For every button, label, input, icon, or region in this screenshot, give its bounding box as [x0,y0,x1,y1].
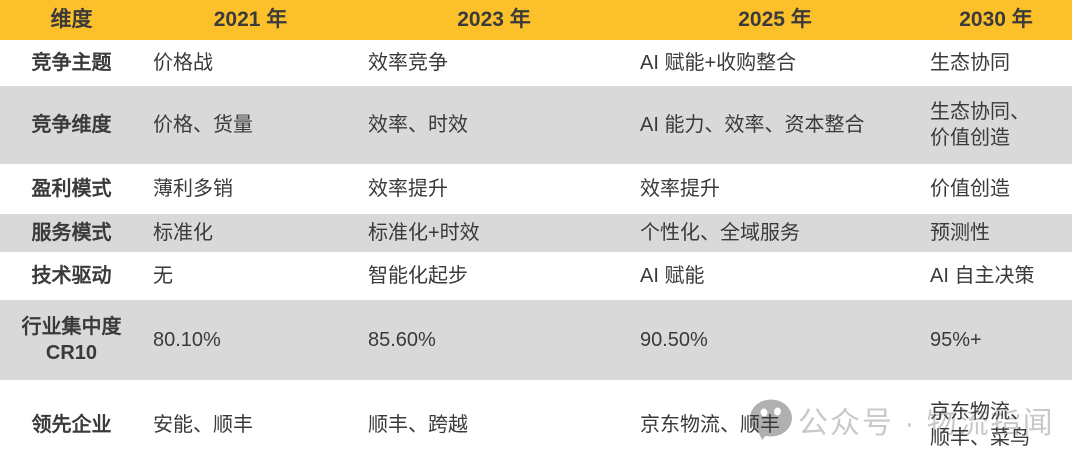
table-cell: 价值创造 [920,166,1072,212]
header-label: 2021 年 [213,8,288,32]
table-cell: 生态协同 [920,42,1072,84]
table-cell: 安能、顺丰 [143,382,358,468]
row-label: 领先企业 [0,382,143,468]
table-cell: 预测性 [920,214,1072,252]
row-label: 技术驱动 [0,254,143,298]
table-cell: 标准化+时效 [358,214,630,252]
table-cell: 80.10% [143,300,358,380]
row-label: 盈利模式 [0,166,143,212]
table-cell: 效率竞争 [358,42,630,84]
table-cell: AI 赋能 [630,254,920,298]
table-cell: 京东物流、顺丰 [630,382,920,468]
table-cell: 生态协同、 价值创造 [920,86,1072,164]
table-cell: 薄利多销 [143,166,358,212]
table-cell: 无 [143,254,358,298]
table-cell: 个性化、全域服务 [630,214,920,252]
header-cell-2030: 2030 年 [920,0,1072,40]
table-row: 行业集中度 CR10 80.10% 85.60% 90.50% 95%+ [0,300,1072,380]
header-label: 维度 [50,8,93,32]
row-label: 行业集中度 CR10 [0,300,143,380]
header-cell-2025: 2025 年 [630,0,920,40]
table-header-row: 维度 2021 年 2023 年 2025 年 2030 年 [0,0,1072,40]
table-cell: AI 自主决策 [920,254,1072,298]
table-cell: 效率提升 [358,166,630,212]
header-cell-2023: 2023 年 [358,0,630,40]
header-label: 2025 年 [738,8,812,32]
row-label: 竞争主题 [0,42,143,84]
table-cell: 效率、时效 [358,86,630,164]
table-cell: 顺丰、跨越 [358,382,630,468]
row-label: 竞争维度 [0,86,143,164]
table-cell: 京东物流、 顺丰、菜鸟 [920,382,1072,468]
header-label: 2030 年 [959,8,1033,32]
table-row: 领先企业 安能、顺丰 顺丰、跨越 京东物流、顺丰 京东物流、 顺丰、菜鸟 [0,382,1072,468]
table-cell: 价格、货量 [143,86,358,164]
table-row: 服务模式 标准化 标准化+时效 个性化、全域服务 预测性 [0,214,1072,252]
watermark-text: 公众号 · 物流指闻 [798,407,1055,440]
header-label: 2023 年 [457,8,531,32]
table-cell: 90.50% [630,300,920,380]
table-row: 竞争主题 价格战 效率竞争 AI 赋能+收购整合 生态协同 [0,42,1072,84]
table-cell: 95%+ [920,300,1072,380]
wechat-icon [750,399,792,440]
table-cell: 标准化 [143,214,358,252]
header-cell-2021: 2021 年 [143,0,358,40]
table-cell: 价格战 [143,42,358,84]
table-row: 竞争维度 价格、货量 效率、时效 AI 能力、效率、资本整合 生态协同、 价值创… [0,86,1072,164]
row-label: 服务模式 [0,214,143,252]
table-cell: 85.60% [358,300,630,380]
table-row: 盈利模式 薄利多销 效率提升 效率提升 价值创造 [0,166,1072,212]
watermark: 公众号 · 物流指闻 [748,398,1055,442]
table-cell: 智能化起步 [358,254,630,298]
table-cell: AI 能力、效率、资本整合 [630,86,920,164]
table-row: 技术驱动 无 智能化起步 AI 赋能 AI 自主决策 [0,254,1072,298]
table-cell: AI 赋能+收购整合 [630,42,920,84]
table-cell: 效率提升 [630,166,920,212]
header-cell-dimension: 维度 [0,0,143,40]
